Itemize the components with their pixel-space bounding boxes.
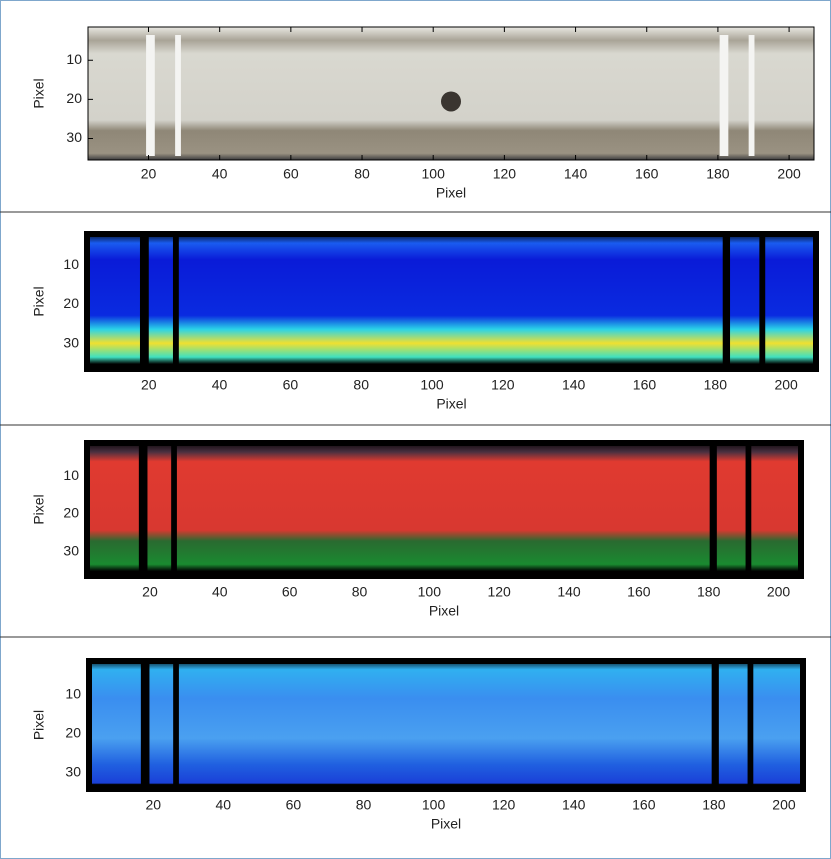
x-tick-label: 80	[352, 584, 368, 600]
x-tick-label: 80	[356, 797, 372, 813]
x-tick-label: 60	[282, 584, 298, 600]
x-tick-label: 60	[283, 377, 299, 393]
y-tick-label: 20	[66, 90, 82, 106]
stripe	[759, 232, 766, 371]
x-tick-label: 100	[418, 584, 442, 600]
x-tick-label: 120	[487, 584, 511, 600]
x-tick-label: 20	[145, 797, 161, 813]
x-tick-label: 40	[212, 584, 228, 600]
stripe	[747, 659, 754, 791]
x-tick-label: 180	[706, 166, 730, 182]
x-tick-label: 60	[286, 797, 302, 813]
x-tick-label: 200	[772, 797, 796, 813]
x-tick-label: 140	[562, 377, 586, 393]
x-tick-label: 40	[212, 377, 228, 393]
x-axis-label: Pixel	[429, 603, 459, 619]
axes-box	[84, 440, 804, 579]
x-tick-label: 200	[777, 166, 801, 182]
stripe	[722, 232, 731, 371]
stripe	[711, 659, 719, 791]
y-tick-label: 10	[63, 256, 79, 272]
x-tick-label: 160	[632, 797, 656, 813]
y-tick-label: 30	[65, 764, 81, 780]
x-tick-label: 140	[564, 166, 588, 182]
border	[84, 231, 819, 372]
x-tick-label: 40	[216, 797, 232, 813]
stripe	[173, 659, 179, 791]
y-axis-label: Pixel	[31, 78, 47, 108]
y-tick-label: 10	[63, 467, 79, 483]
axes-box	[84, 231, 819, 372]
stripe	[138, 441, 148, 578]
stripe	[745, 441, 752, 578]
x-tick-label: 20	[141, 166, 157, 182]
x-tick-label: 200	[767, 584, 791, 600]
strap	[146, 35, 155, 156]
x-tick-label: 20	[142, 584, 158, 600]
x-tick-label: 120	[491, 377, 515, 393]
stripe	[140, 659, 150, 791]
x-tick-label: 180	[704, 377, 728, 393]
x-tick-label: 120	[493, 166, 517, 182]
strap	[175, 35, 181, 156]
x-tick-label: 20	[141, 377, 157, 393]
x-axis-label: Pixel	[431, 816, 461, 832]
x-axis-label: Pixel	[436, 185, 466, 201]
y-tick-label: 30	[63, 542, 79, 558]
y-tick-label: 20	[65, 725, 81, 741]
image	[85, 232, 818, 371]
x-tick-label: 140	[557, 584, 581, 600]
border	[86, 658, 806, 792]
y-tick-label: 30	[66, 129, 82, 145]
stripe	[139, 232, 149, 371]
border	[84, 440, 804, 579]
stripe	[172, 232, 179, 371]
y-axis-label: Pixel	[31, 494, 47, 524]
x-tick-label: 160	[627, 584, 651, 600]
x-tick-label: 180	[697, 584, 721, 600]
strap	[748, 35, 755, 156]
strap	[719, 35, 729, 156]
x-tick-label: 80	[354, 166, 370, 182]
y-axis-label: Pixel	[31, 710, 47, 740]
x-tick-label: 120	[492, 797, 516, 813]
y-tick-label: 10	[66, 51, 82, 67]
x-tick-label: 100	[422, 166, 446, 182]
x-tick-label: 180	[702, 797, 726, 813]
stripe	[171, 441, 177, 578]
y-tick-label: 20	[63, 505, 79, 521]
stripe	[709, 441, 717, 578]
x-tick-label: 100	[422, 797, 446, 813]
axes-box	[87, 26, 815, 161]
image	[87, 659, 805, 791]
x-tick-label: 160	[633, 377, 657, 393]
x-tick-label: 100	[420, 377, 444, 393]
axes-box	[86, 658, 806, 792]
x-tick-label: 200	[774, 377, 798, 393]
y-axis-label: Pixel	[31, 286, 47, 316]
y-tick-label: 20	[63, 295, 79, 311]
y-tick-label: 30	[63, 334, 79, 350]
x-tick-label: 140	[562, 797, 586, 813]
x-tick-label: 60	[283, 166, 299, 182]
x-tick-label: 80	[353, 377, 369, 393]
x-tick-label: 40	[212, 166, 228, 182]
image	[85, 441, 803, 578]
x-tick-label: 160	[635, 166, 659, 182]
x-axis-label: Pixel	[436, 396, 466, 412]
hole	[441, 91, 461, 112]
y-tick-label: 10	[65, 686, 81, 702]
